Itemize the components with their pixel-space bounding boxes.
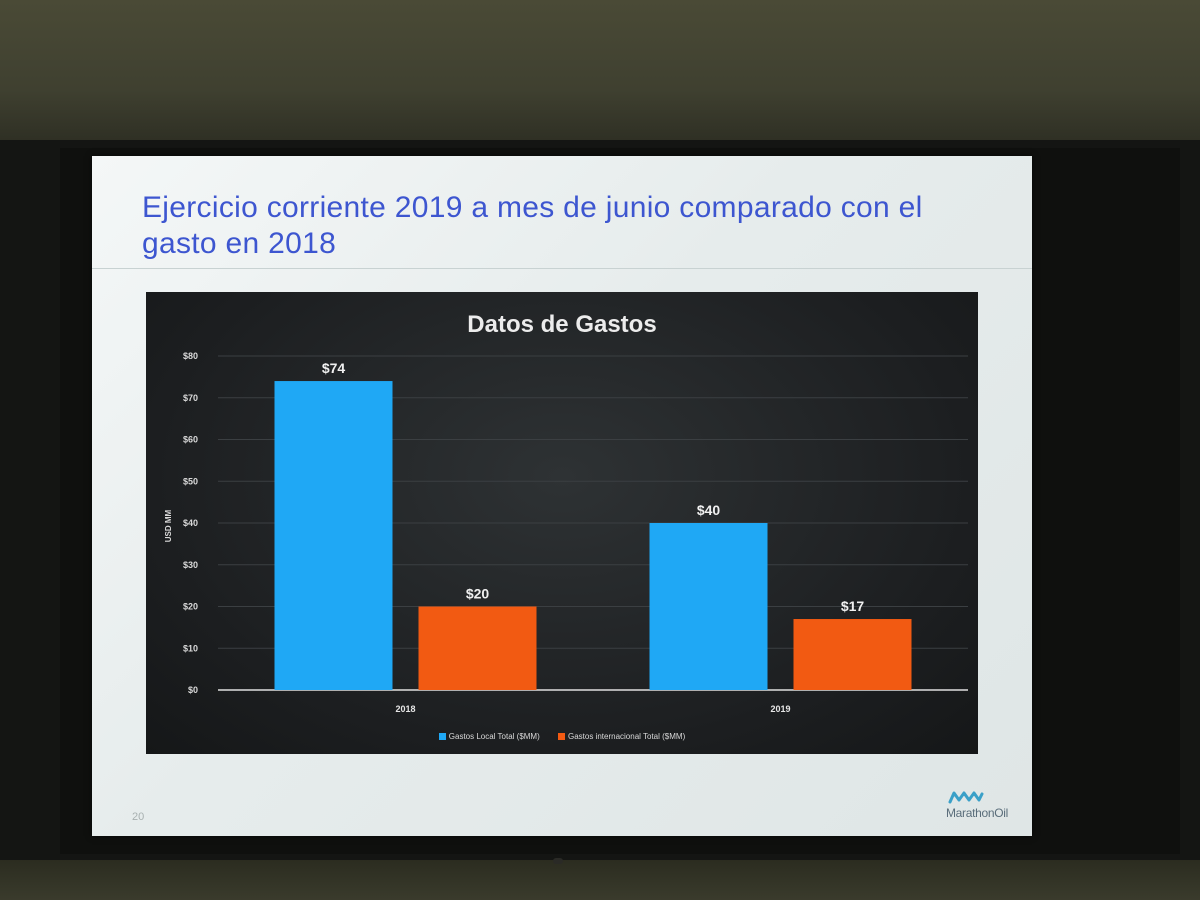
x-tick-label: 2018 <box>395 704 415 714</box>
legend-label-internacional: Gastos internacional Total ($MM) <box>568 732 686 741</box>
x-tick-label: 2019 <box>770 704 790 714</box>
page-number: 20 <box>132 811 145 823</box>
y-tick-label: $70 <box>183 393 198 403</box>
y-tick-label: $20 <box>183 602 198 612</box>
data-label: $40 <box>697 502 721 518</box>
y-tick-label: $30 <box>183 560 198 570</box>
data-label: $20 <box>466 586 490 602</box>
bar-1-2019 <box>793 619 912 690</box>
chart-title: Datos de Gastos <box>467 311 656 338</box>
background-wall <box>0 0 1200 150</box>
legend-item-local: Gastos Local Total ($MM) <box>438 732 540 741</box>
slide-title: Ejercicio corriente 2019 a mes de junio … <box>142 191 923 260</box>
y-tick-label: $0 <box>188 685 198 695</box>
y-tick-label: $80 <box>183 351 198 361</box>
marathon-oil-logo: MarathonOil <box>908 790 1008 830</box>
data-label: $17 <box>841 598 865 614</box>
y-tick-label: $60 <box>183 435 198 445</box>
title-divider <box>92 268 1032 269</box>
y-tick-label: $10 <box>183 643 198 653</box>
presentation-slide: Ejercicio corriente 2019 a mes de junio … <box>92 156 1032 836</box>
background-floor <box>0 860 1200 900</box>
legend-swatch-local <box>438 733 446 741</box>
legend-label-local: Gastos Local Total ($MM) <box>448 732 540 741</box>
legend-swatch-internacional <box>558 733 565 741</box>
bar-0-2018 <box>274 381 393 690</box>
marathon-logo-icon <box>948 791 984 804</box>
y-tick-label: $40 <box>183 518 198 528</box>
data-label: $74 <box>322 360 346 376</box>
chart-legend: Gastos Local Total ($MM) Gastos internac… <box>146 732 978 741</box>
bar-1-2018 <box>418 606 537 690</box>
chart-area: Datos de Gastos USD MM $0 $10 $20 $30 $40 $50… <box>146 292 978 754</box>
bar-chart: Datos de Gastos USD MM $0 $10 $20 $30 $40 $50… <box>164 311 968 714</box>
y-axis-label: USD MM <box>164 509 173 542</box>
bar-0-2019 <box>649 523 768 690</box>
legend-item-internacional: Gastos internacional Total ($MM) <box>558 732 685 741</box>
tv-power-led <box>553 858 563 864</box>
y-tick-label: $50 <box>183 476 198 486</box>
logo-text: MarathonOil <box>945 806 1008 820</box>
